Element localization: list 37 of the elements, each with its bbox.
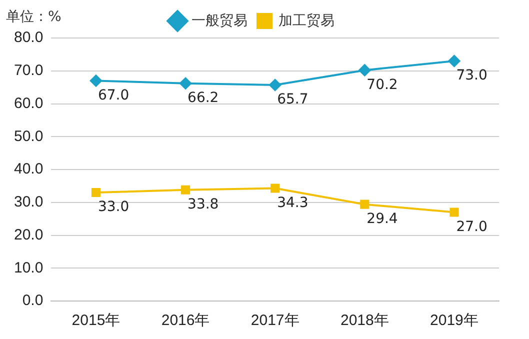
point — [181, 185, 190, 194]
point — [360, 200, 370, 209]
point — [270, 184, 280, 193]
data-label: 73.0 — [456, 68, 488, 84]
x-tick-label: 2016年 — [161, 312, 210, 330]
data-label: 70.2 — [366, 76, 398, 93]
y-tick-label: 30.0 — [14, 194, 44, 211]
y-axis-title: 单位：% — [6, 8, 62, 26]
x-tick-label: 2019年 — [430, 312, 478, 330]
y-tick-label: 10.0 — [14, 259, 44, 276]
y-tick-label: 60.0 — [14, 94, 44, 112]
y-tick-label: 20.0 — [14, 226, 44, 244]
y-tick-label: 80.0 — [14, 29, 44, 46]
y-tick-label: 50.0 — [14, 128, 44, 145]
point — [91, 188, 101, 198]
point — [358, 64, 371, 76]
data-label: 27.0 — [456, 218, 488, 235]
point — [450, 208, 459, 217]
data-label: 66.2 — [188, 90, 219, 106]
data-label: 29.4 — [366, 210, 398, 227]
data-label: 34.3 — [277, 194, 308, 211]
y-tick-label: 0.0 — [22, 292, 44, 310]
y-tick-label: 40.0 — [14, 160, 44, 178]
data-label: 33.0 — [98, 199, 130, 216]
data-label: 67.0 — [98, 87, 130, 104]
point — [90, 74, 102, 87]
point — [448, 55, 460, 68]
x-tick-label: 2017年 — [250, 312, 300, 330]
data-label: 33.8 — [188, 196, 219, 213]
x-tick-label: 2015年 — [72, 312, 120, 330]
y-tick-label: 70.0 — [14, 62, 44, 80]
legend-label: 加工贸易 — [278, 12, 334, 28]
x-tick-label: 2018年 — [340, 312, 389, 330]
point — [269, 79, 282, 92]
point — [180, 77, 192, 90]
legend-label: 一般贸易 — [192, 12, 248, 28]
data-label: 65.7 — [277, 92, 308, 108]
